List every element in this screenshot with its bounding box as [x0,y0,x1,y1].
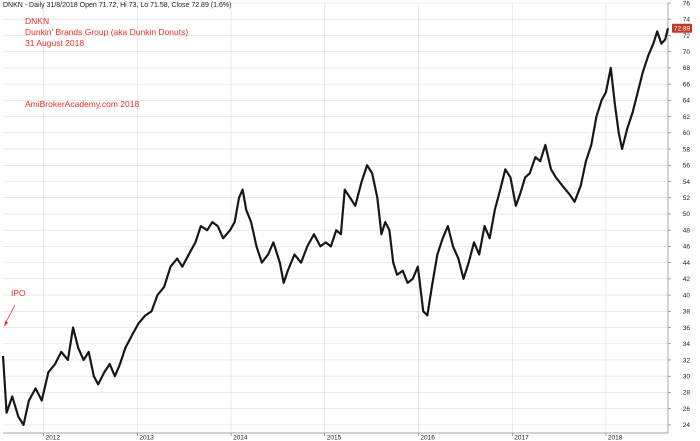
date-annotation: 31 August 2018 [25,38,84,48]
y-tick-label: 44 [683,260,691,267]
x-tick-label: 2015 [327,435,342,441]
x-tick-label: 2013 [139,435,154,441]
y-tick-label: 40 [683,292,691,299]
y-tick-label: 54 [683,179,691,186]
y-tick-label: 50 [683,211,691,218]
y-tick-label: 34 [683,341,691,348]
chart-header-info: DNKN - Daily 31/8/2018 Open 71.72, Hi 73… [3,2,231,9]
x-tick-label: 2016 [420,435,435,441]
y-tick-label: 76 [683,0,691,7]
y-tick-label: 48 [683,227,691,234]
y-tick-label: 32 [683,357,691,364]
y-tick-label: 52 [683,195,691,202]
x-tick-label: 2018 [608,435,623,441]
x-tick-label: 2017 [514,435,529,441]
y-tick-label: 74 [683,17,691,24]
y-axis-labels: 24 26 28 30 32 34 36 38 40 42 44 46 48 50 52 54 56 58 60 62… [683,0,691,429]
last-price-label: 72.89 [674,26,691,33]
y-tick-label: 58 [683,146,691,153]
y-tick-label: 62 [683,114,691,121]
ipo-annotation: IPO [11,288,26,298]
y-tick-label: 66 [683,81,691,88]
last-price-badge-box [672,23,692,33]
y-tick-label: 72 [683,33,691,40]
y-tick-label: 38 [683,309,691,316]
price-series-line-core [2,28,669,426]
ticker-annotation: DNKN [25,16,49,26]
price-series-layer [1,27,670,426]
y-tick-label: 28 [683,390,691,397]
y-tick-label: 68 [683,65,691,72]
y-tick-label: 64 [683,98,691,105]
y-tick-label: 26 [683,406,691,413]
y-tick-label: 24 [683,422,691,429]
y-tick-label: 70 [683,49,691,56]
y-tick-label: 30 [683,374,691,381]
y-tick-label: 42 [683,276,691,283]
ipo-arrow [4,304,16,325]
y-tick-label: 36 [683,325,691,332]
ipo-arrowhead [4,320,8,327]
x-tick-label: 2014 [233,435,248,441]
x-axis-labels: 2012 2013 2014 2015 2016 2017 2018 [46,435,623,441]
y-tick-label: 56 [683,163,691,170]
y-tick-label: 46 [683,244,691,251]
source-annotation: AmiBrokerAcademy.com 2018 [25,99,139,109]
company-annotation: Dunkin' Brands Group (aka Dunkin Donuts) [25,27,188,37]
last-price-badge: 72.89 [672,23,692,33]
x-tick-label: 2012 [46,435,61,441]
y-tick-label: 60 [683,130,691,137]
